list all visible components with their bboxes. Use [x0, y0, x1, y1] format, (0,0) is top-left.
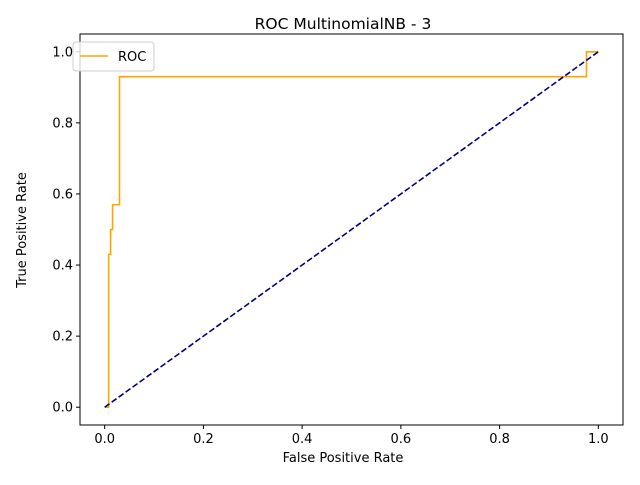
legend: ROC: [72, 41, 155, 72]
legend-box: [72, 41, 155, 72]
y-tick-label: 0.2: [52, 330, 73, 345]
x-tick-label: 0.8: [489, 432, 510, 447]
chance-diagonal-line: [104, 51, 599, 408]
x-tick-label: 1.0: [588, 432, 609, 447]
x-tick-label: 0.6: [391, 432, 412, 447]
series-line-roc: [104, 50, 599, 409]
y-axis-label: True Positive Rate: [15, 172, 30, 289]
y-tick-label: 0.0: [52, 401, 73, 416]
x-tick-label: 0.4: [292, 432, 313, 447]
x-axis-ticks: 0.0 0.2 0.4 0.6 0.8 1.0: [94, 425, 609, 447]
plot-frame: [79, 33, 624, 426]
y-tick-label: 0.4: [52, 259, 73, 274]
y-axis-ticks: 0.0 0.2 0.4 0.6 0.8 1.0: [52, 45, 80, 416]
chart-title: ROC MultinomialNB - 3: [255, 15, 432, 33]
plot-layer: [104, 50, 599, 409]
y-tick-label: 0.6: [52, 187, 73, 202]
y-tick-label: 1.0: [52, 45, 73, 60]
x-axis-label: False Positive Rate: [283, 451, 404, 466]
x-tick-label: 0.0: [94, 432, 115, 447]
x-tick-label: 0.2: [193, 432, 214, 447]
legend-label-roc: ROC: [118, 50, 146, 65]
y-tick-label: 0.8: [52, 116, 73, 131]
